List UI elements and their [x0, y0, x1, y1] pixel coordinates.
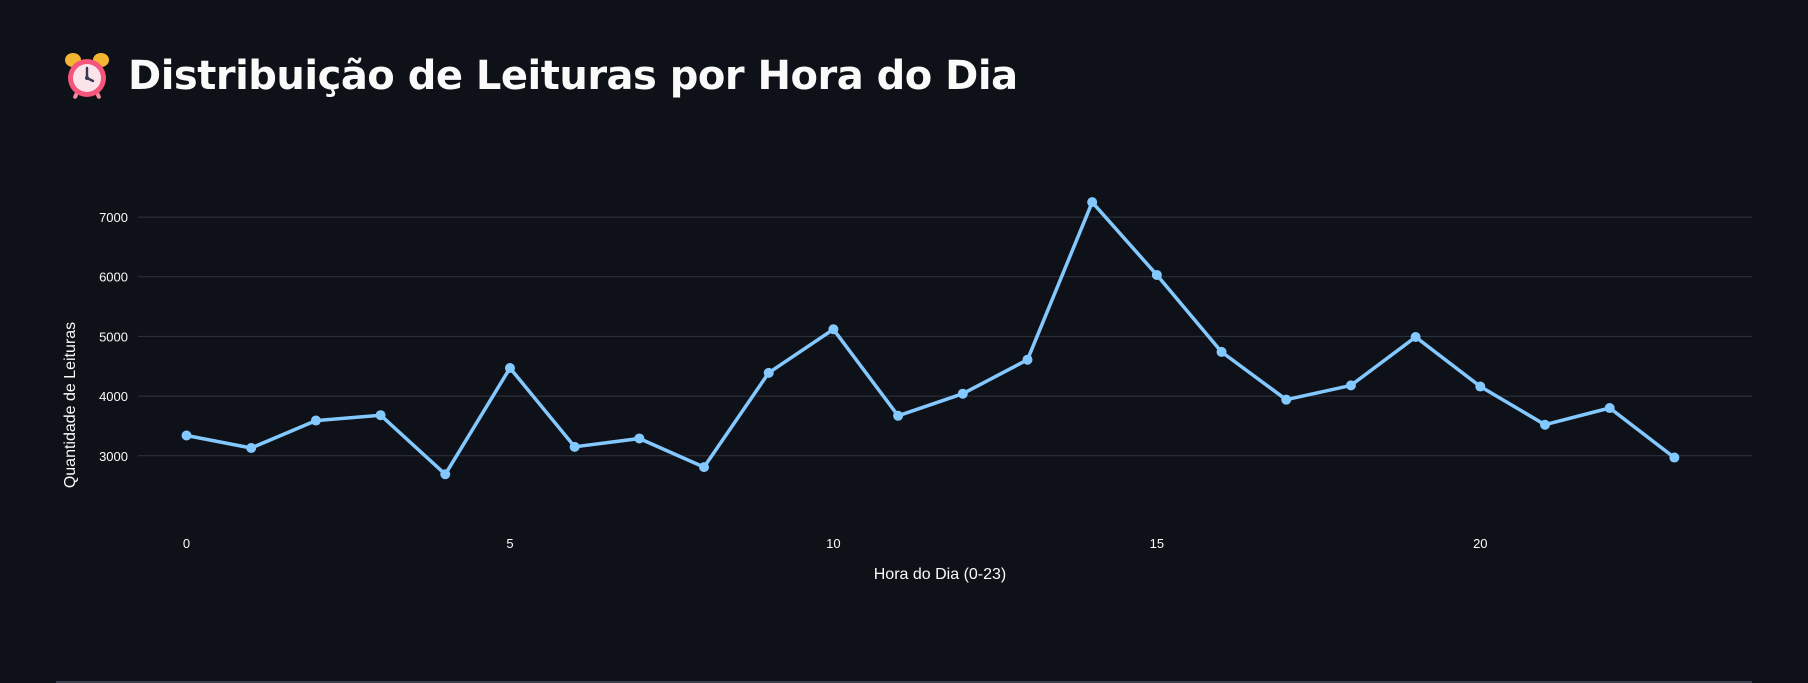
data-point[interactable] [310, 415, 321, 426]
alarm-clock-icon [65, 53, 109, 99]
data-point[interactable] [893, 410, 904, 421]
data-point[interactable] [763, 367, 774, 378]
x-tick-label: 0 [183, 536, 190, 551]
y-tick-label: 4000 [99, 389, 128, 404]
data-point[interactable] [1022, 354, 1033, 365]
data-point[interactable] [699, 462, 710, 473]
data-point[interactable] [1669, 452, 1680, 463]
data-point[interactable] [1087, 197, 1098, 208]
page-header: Distribuição de Leituras por Hora do Dia [64, 46, 1018, 106]
data-point[interactable] [504, 363, 515, 374]
x-axis-title: Hora do Dia (0-23) [874, 566, 1007, 583]
x-tick-label: 20 [1473, 536, 1487, 551]
data-point[interactable] [440, 469, 451, 480]
data-point[interactable] [1216, 346, 1227, 357]
data-point[interactable] [1539, 419, 1550, 430]
series-layer [181, 197, 1680, 480]
series-line [184, 200, 1677, 477]
data-point[interactable] [375, 410, 386, 421]
y-tick-label: 3000 [99, 449, 128, 464]
data-point[interactable] [1281, 394, 1292, 405]
y-tick-label: 7000 [99, 210, 128, 225]
x-tick-label: 10 [826, 536, 840, 551]
line-chart: 3000 4000 5000 6000 7000 0 5 10 15 20 Hora do Di… [62, 197, 1752, 583]
data-point[interactable] [181, 430, 192, 441]
y-axis-ticks: 3000 4000 5000 6000 7000 [99, 210, 128, 464]
x-tick-label: 5 [506, 536, 513, 551]
y-axis-title: Quantidade de Leituras [62, 322, 79, 488]
grid-lines [138, 216, 1752, 457]
data-point[interactable] [828, 324, 839, 335]
data-point[interactable] [1151, 269, 1162, 280]
data-point[interactable] [957, 388, 968, 399]
y-tick-label: 6000 [99, 270, 128, 285]
data-point[interactable] [1410, 332, 1421, 343]
x-axis-ticks: 0 5 10 15 20 [183, 536, 1488, 551]
y-tick-label: 5000 [99, 329, 128, 344]
divider [56, 681, 1752, 683]
data-point[interactable] [1345, 380, 1356, 391]
data-point[interactable] [569, 441, 580, 452]
data-point[interactable] [246, 443, 257, 454]
data-point[interactable] [1475, 381, 1486, 392]
data-point[interactable] [1604, 403, 1615, 414]
page-title: Distribuição de Leituras por Hora do Dia [128, 53, 1018, 99]
x-tick-label: 15 [1150, 536, 1164, 551]
data-point[interactable] [634, 433, 645, 444]
